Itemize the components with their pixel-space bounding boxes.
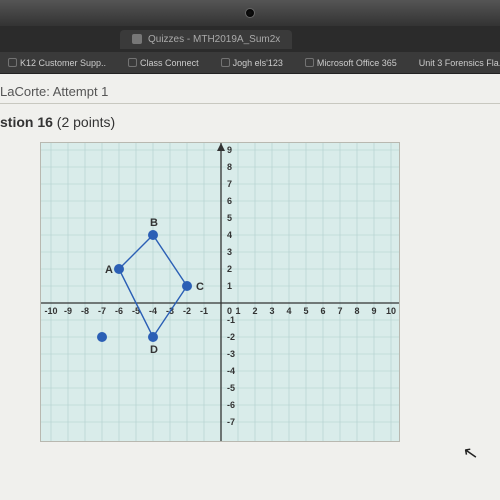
svg-text:-7: -7 [98, 306, 106, 316]
laptop-bezel [0, 0, 500, 26]
globe-icon [221, 58, 230, 67]
tab-favicon [132, 34, 142, 44]
svg-text:-8: -8 [81, 306, 89, 316]
question-number: stion 16 [0, 114, 53, 130]
tab-strip: Quizzes - MTH2019A_Sum2x [0, 26, 500, 52]
svg-text:2: 2 [252, 306, 257, 316]
svg-text:-9: -9 [64, 306, 72, 316]
svg-text:-6: -6 [115, 306, 123, 316]
bookmark-jogh[interactable]: Jogh els'123 [221, 58, 283, 68]
svg-text:-2: -2 [183, 306, 191, 316]
coordinate-graph: -10-9-8-7-6-5-4-3-2-11234567891012345678… [40, 142, 400, 442]
svg-text:9: 9 [227, 145, 232, 155]
globe-icon [305, 58, 314, 67]
webcam [245, 8, 255, 18]
svg-text:-1: -1 [227, 315, 235, 325]
bookmark-label: Class Connect [140, 58, 199, 68]
svg-text:B: B [150, 217, 158, 229]
svg-text:6: 6 [320, 306, 325, 316]
globe-icon [128, 58, 137, 67]
bookmark-classconnect[interactable]: Class Connect [128, 58, 199, 68]
bookmark-label: Unit 3 Forensics Fla.. [419, 58, 500, 68]
tab-title: Quizzes - MTH2019A_Sum2x [148, 34, 280, 45]
page-content: LaCorte: Attempt 1 stion 16 (2 points) -… [0, 74, 500, 500]
svg-text:10: 10 [386, 306, 396, 316]
svg-text:2: 2 [227, 264, 232, 274]
graph-container: -10-9-8-7-6-5-4-3-2-11234567891012345678… [0, 136, 500, 447]
svg-text:-2: -2 [227, 332, 235, 342]
svg-text:7: 7 [337, 306, 342, 316]
svg-text:-1: -1 [200, 306, 208, 316]
svg-text:-7: -7 [227, 417, 235, 427]
svg-text:-4: -4 [149, 306, 157, 316]
question-header: stion 16 (2 points) [0, 103, 500, 136]
svg-text:3: 3 [269, 306, 274, 316]
svg-text:7: 7 [227, 179, 232, 189]
bookmark-label: Microsoft Office 365 [317, 58, 397, 68]
bookmark-office365[interactable]: Microsoft Office 365 [305, 58, 397, 68]
svg-text:4: 4 [286, 306, 291, 316]
svg-text:-6: -6 [227, 400, 235, 410]
bookmark-label: Jogh els'123 [233, 58, 283, 68]
globe-icon [8, 58, 17, 67]
bookmark-label: K12 Customer Supp.. [20, 58, 106, 68]
svg-text:4: 4 [227, 230, 232, 240]
bookmark-forensics[interactable]: Unit 3 Forensics Fla.. [419, 58, 500, 68]
svg-text:8: 8 [227, 162, 232, 172]
svg-text:C: C [196, 281, 204, 293]
svg-text:-4: -4 [227, 366, 235, 376]
bookmark-k12[interactable]: K12 Customer Supp.. [8, 58, 106, 68]
svg-text:-5: -5 [227, 383, 235, 393]
svg-text:-3: -3 [227, 349, 235, 359]
svg-text:8: 8 [354, 306, 359, 316]
svg-text:1: 1 [235, 306, 240, 316]
svg-text:9: 9 [371, 306, 376, 316]
mouse-cursor-icon: ↖ [461, 442, 480, 465]
svg-text:6: 6 [227, 196, 232, 206]
bookmarks-bar: K12 Customer Supp.. Class Connect Jogh e… [0, 52, 500, 74]
svg-text:D: D [150, 344, 158, 356]
svg-text:3: 3 [227, 247, 232, 257]
attempt-label: LaCorte: Attempt 1 [0, 74, 500, 103]
svg-text:A: A [105, 264, 113, 276]
svg-text:1: 1 [227, 281, 232, 291]
browser-tab[interactable]: Quizzes - MTH2019A_Sum2x [120, 30, 292, 49]
svg-text:5: 5 [303, 306, 308, 316]
question-points: (2 points) [53, 114, 115, 130]
svg-text:5: 5 [227, 213, 232, 223]
svg-text:-10: -10 [44, 306, 57, 316]
